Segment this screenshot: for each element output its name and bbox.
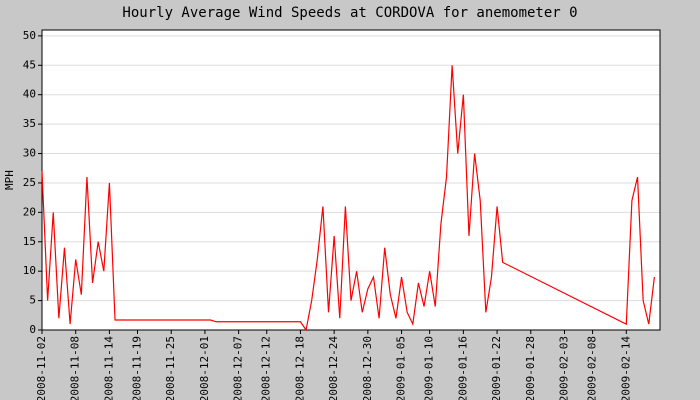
x-tick-label: 2009-02-14: [619, 336, 632, 400]
x-tick-label: 2008-11-25: [164, 336, 177, 400]
y-tick-label: 40: [23, 88, 36, 101]
x-tick-label: 2009-02-03: [557, 336, 570, 400]
x-tick-label: 2008-11-19: [131, 336, 144, 400]
x-tick-label: 2008-11-08: [69, 336, 82, 400]
x-tick-label: 2008-12-12: [260, 336, 273, 400]
data-line: [41, 65, 655, 332]
x-tick-label: 2008-12-30: [361, 336, 374, 400]
chart-title: Hourly Average Wind Speeds at CORDOVA fo…: [122, 5, 577, 21]
x-tick-label: 2008-11-14: [102, 336, 115, 400]
plot-area: [42, 30, 660, 330]
x-tick-label: 2008-12-24: [327, 336, 340, 400]
y-tick-label: 0: [29, 323, 36, 336]
y-tick-label: 5: [29, 294, 36, 307]
x-tick-label: 2009-01-10: [423, 336, 436, 400]
y-tick-label: 15: [23, 235, 36, 248]
y-tick-label: 45: [23, 58, 36, 71]
y-tick-label: 10: [23, 264, 36, 277]
y-tick-label: 25: [23, 176, 36, 189]
x-tick-label: 2009-01-28: [524, 336, 537, 400]
y-tick-label: 50: [23, 29, 36, 42]
x-tick-label: 2009-01-22: [490, 336, 503, 400]
y-tick-label: 35: [23, 117, 36, 130]
y-axis-label: MPH: [3, 170, 16, 190]
x-tick-label: 2008-12-01: [198, 336, 211, 400]
y-tick-label: 20: [23, 205, 36, 218]
x-tick-label: 2009-01-05: [395, 336, 408, 400]
x-tick-label: 2008-12-07: [232, 336, 245, 400]
x-tick-label: 2008-11-02: [35, 336, 48, 400]
x-tick-label: 2008-12-18: [293, 336, 306, 400]
x-tick-label: 2009-02-08: [586, 336, 599, 400]
x-tick-label: 2009-01-16: [456, 336, 469, 400]
y-tick-label: 30: [23, 147, 36, 160]
